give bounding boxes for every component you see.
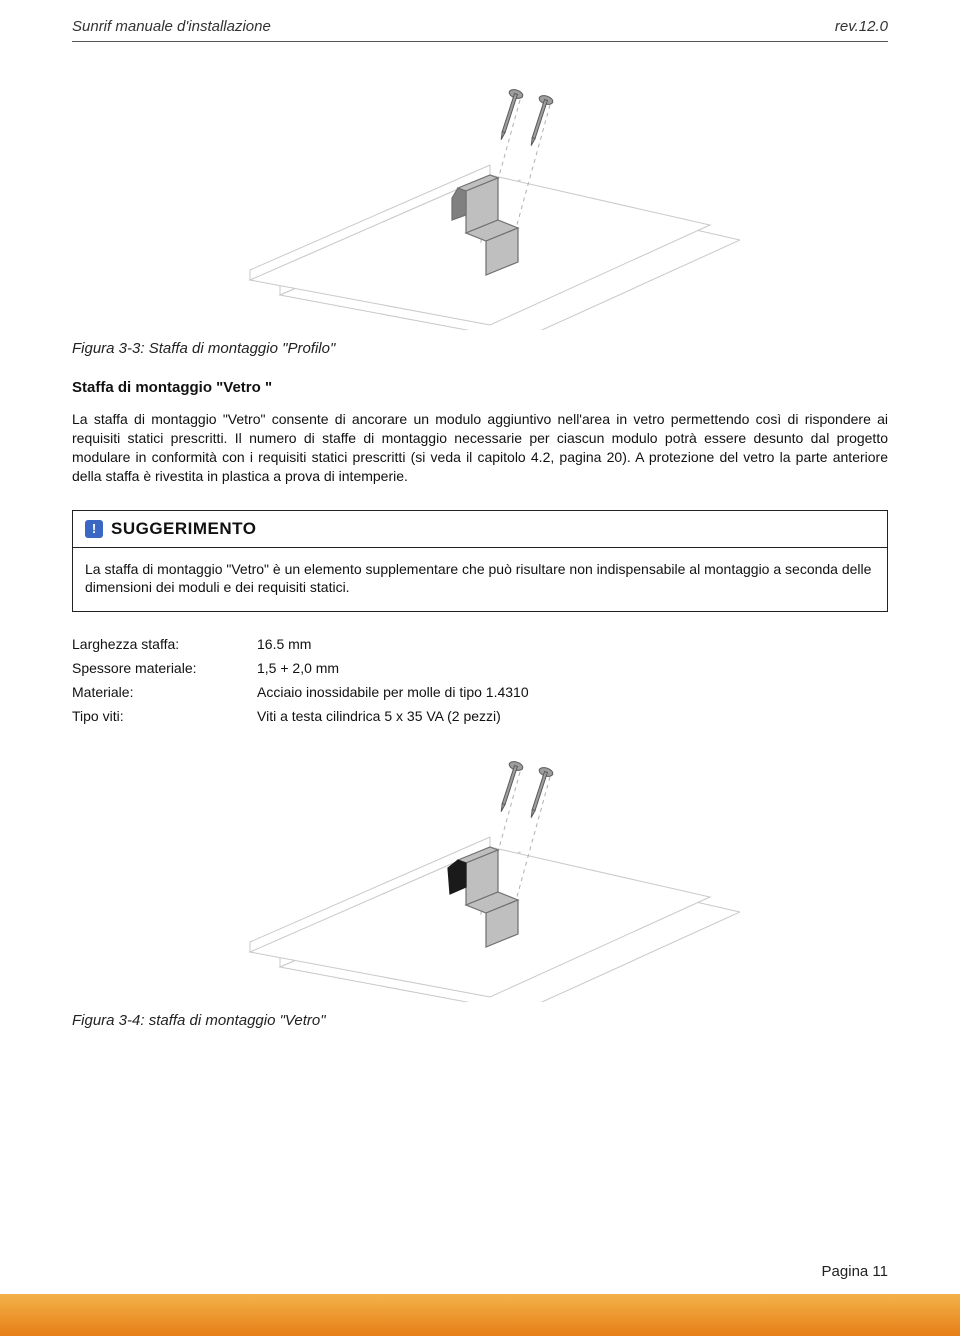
page: Sunrif manuale d'installazione rev.12.0 [0, 0, 960, 1336]
specs-label: Materiale: [72, 684, 257, 700]
specs-label: Tipo viti: [72, 708, 257, 724]
specs-row: Spessore materiale: 1,5 + 2,0 mm [72, 660, 888, 676]
tip-header: ! SUGGERIMENTO [73, 511, 887, 548]
bracket-vetro-diagram [220, 742, 740, 1002]
figure-2 [72, 742, 888, 1002]
figure-1 [72, 70, 888, 330]
section-paragraph: La staffa di montaggio "Vetro" consente … [72, 410, 888, 486]
bracket-profile-diagram [220, 70, 740, 330]
header-left: Sunrif manuale d'installazione [72, 18, 271, 35]
figure-1-caption: Figura 3-3: Staffa di montaggio "Profilo… [72, 340, 888, 357]
tip-label: SUGGERIMENTO [111, 519, 256, 539]
specs-table: Larghezza staffa: 16.5 mm Spessore mater… [72, 636, 888, 724]
header-right: rev.12.0 [835, 18, 888, 35]
specs-row: Tipo viti: Viti a testa cilindrica 5 x 3… [72, 708, 888, 724]
specs-value: Acciaio inossidabile per molle di tipo 1… [257, 684, 529, 700]
specs-value: Viti a testa cilindrica 5 x 35 VA (2 pez… [257, 708, 501, 724]
specs-value: 1,5 + 2,0 mm [257, 660, 339, 676]
page-number: Pagina 11 [822, 1263, 888, 1280]
section-subhead: Staffa di montaggio "Vetro " [72, 379, 888, 396]
info-icon: ! [85, 520, 103, 538]
tip-body: La staffa di montaggio "Vetro" è un elem… [73, 548, 887, 612]
page-header: Sunrif manuale d'installazione rev.12.0 [72, 18, 888, 35]
tip-box: ! SUGGERIMENTO La staffa di montaggio "V… [72, 510, 888, 613]
specs-value: 16.5 mm [257, 636, 311, 652]
specs-label: Larghezza staffa: [72, 636, 257, 652]
specs-row: Larghezza staffa: 16.5 mm [72, 636, 888, 652]
header-rule [72, 41, 888, 42]
footer-gradient [0, 1294, 960, 1336]
specs-label: Spessore materiale: [72, 660, 257, 676]
specs-row: Materiale: Acciaio inossidabile per moll… [72, 684, 888, 700]
figure-2-caption: Figura 3-4: staffa di montaggio "Vetro" [72, 1012, 888, 1029]
